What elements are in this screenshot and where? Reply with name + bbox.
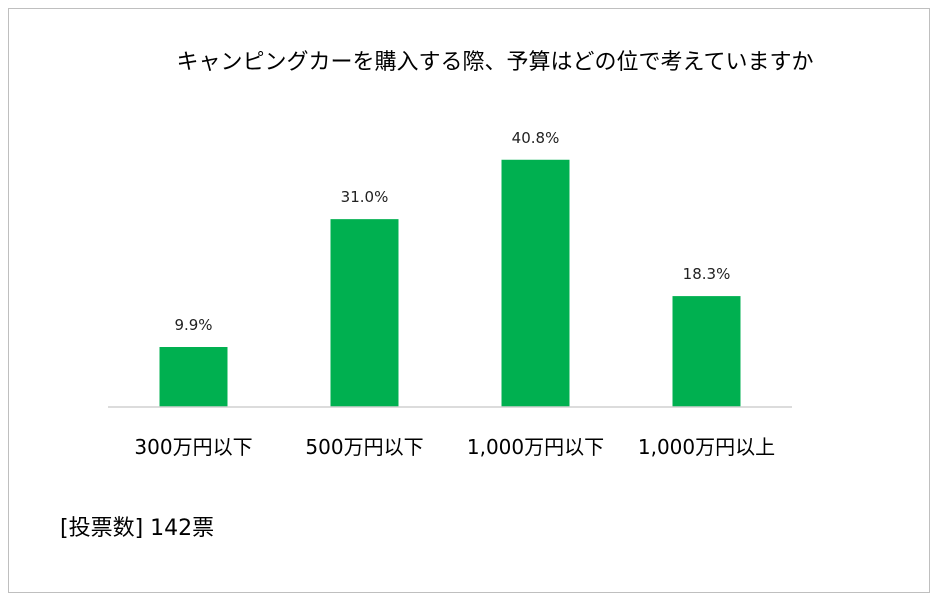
chart-title: キャンピングカーを購入する際、予算はどの位で考えていますか [176, 50, 814, 75]
category-label-2: 500万円以下 [305, 435, 423, 459]
category-label-3: 1,000万円以下 [467, 435, 604, 459]
data-label-1: 9.9% [174, 316, 212, 334]
vote-count: [投票数] 142票 [60, 516, 215, 541]
bar-4 [672, 296, 741, 407]
category-label-1: 300万円以下 [134, 435, 252, 459]
data-label-4: 18.3% [683, 265, 731, 283]
bar-3 [501, 159, 570, 407]
data-label-2: 31.0% [341, 188, 389, 206]
chart-frame [8, 8, 930, 593]
bar-1 [159, 347, 228, 407]
bar-2 [330, 219, 399, 407]
category-label-4: 1,000万円以上 [638, 435, 775, 459]
data-label-3: 40.8% [512, 129, 560, 147]
